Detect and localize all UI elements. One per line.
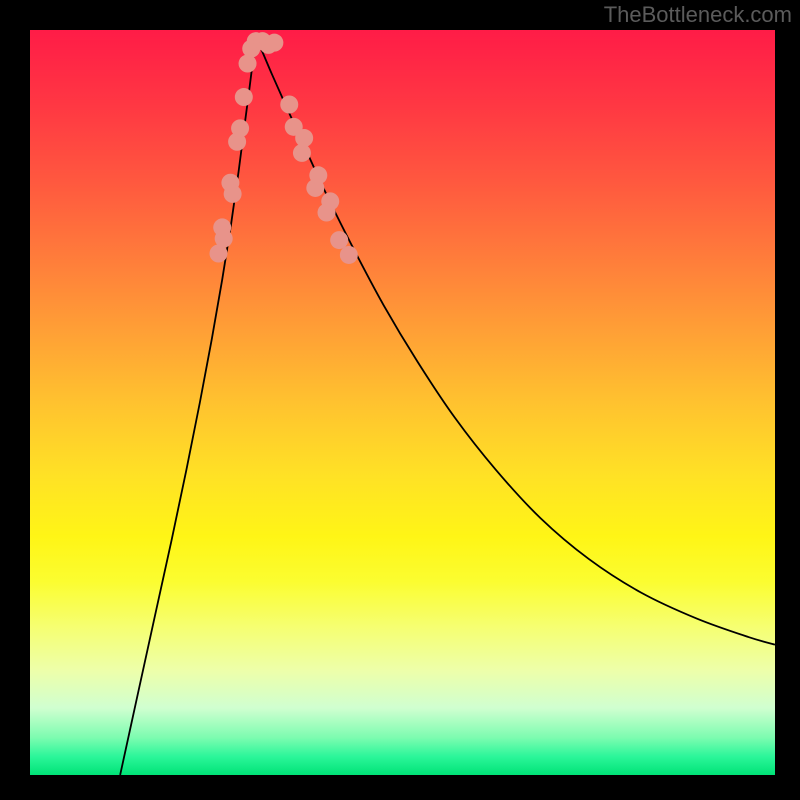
data-marker bbox=[280, 96, 298, 114]
watermark-text: TheBottleneck.com bbox=[604, 2, 792, 28]
data-marker bbox=[265, 34, 283, 52]
data-marker bbox=[330, 231, 348, 249]
data-marker bbox=[224, 185, 242, 203]
data-marker bbox=[309, 166, 327, 184]
data-marker bbox=[295, 129, 313, 147]
chart-svg bbox=[30, 30, 775, 775]
gradient-background bbox=[30, 30, 775, 775]
data-marker bbox=[215, 230, 233, 248]
data-marker bbox=[231, 119, 249, 137]
data-marker bbox=[340, 246, 358, 264]
plot-area bbox=[30, 30, 775, 775]
data-marker bbox=[235, 88, 253, 106]
data-marker bbox=[321, 192, 339, 210]
